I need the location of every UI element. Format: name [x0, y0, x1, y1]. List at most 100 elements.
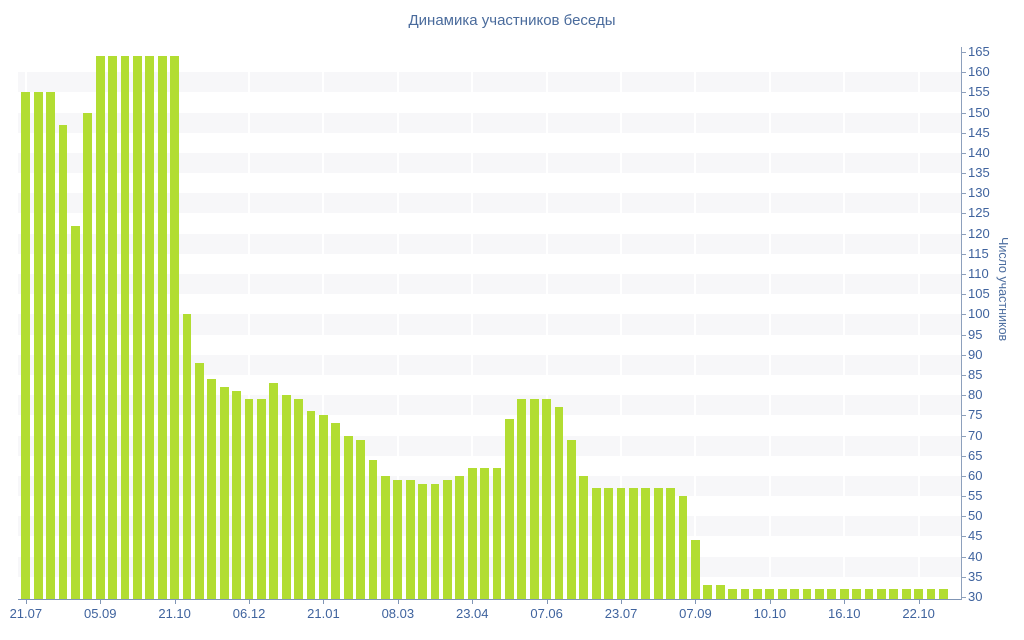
bar[interactable]	[777, 588, 787, 600]
bar[interactable]	[740, 588, 750, 600]
bar[interactable]	[901, 588, 911, 600]
bar[interactable]	[529, 399, 539, 600]
bar[interactable]	[691, 540, 700, 600]
bar[interactable]	[71, 225, 80, 600]
bar[interactable]	[864, 588, 874, 600]
bar[interactable]	[591, 487, 601, 600]
bar[interactable]	[641, 487, 651, 600]
bar[interactable]	[877, 588, 886, 600]
bar[interactable]	[306, 411, 316, 600]
bar[interactable]	[827, 588, 837, 600]
bar[interactable]	[120, 56, 130, 600]
bar[interactable]	[715, 584, 725, 600]
y-tick-mark	[961, 536, 966, 538]
bar[interactable]	[505, 419, 514, 600]
bar[interactable]	[21, 92, 31, 600]
bar[interactable]	[542, 399, 552, 600]
bar[interactable]	[517, 399, 527, 600]
bar[interactable]	[653, 487, 663, 600]
bar[interactable]	[790, 588, 800, 600]
x-tick-mark	[25, 600, 27, 604]
bar[interactable]	[145, 56, 155, 600]
x-tick-label: 07.09	[679, 606, 712, 621]
bar[interactable]	[207, 378, 217, 600]
x-tick-label: 05.09	[83, 606, 117, 621]
bar[interactable]	[108, 56, 118, 600]
bar[interactable]	[356, 439, 366, 600]
bar[interactable]	[554, 407, 564, 600]
bar[interactable]	[839, 588, 849, 600]
y-tick-label: 90	[968, 346, 983, 362]
bar[interactable]	[244, 399, 254, 600]
bar[interactable]	[939, 588, 948, 600]
y-tick-mark	[961, 496, 966, 498]
bar[interactable]	[443, 479, 452, 600]
bar[interactable]	[926, 588, 936, 600]
bar[interactable]	[765, 588, 775, 600]
x-tick-label: 21.01	[307, 606, 340, 621]
vertical-gridline	[545, 47, 548, 599]
y-tick-label: 55	[968, 488, 983, 504]
x-tick-label: 22.10	[902, 606, 935, 621]
bar[interactable]	[46, 92, 56, 600]
bar[interactable]	[58, 124, 68, 600]
bar[interactable]	[381, 475, 390, 600]
bar[interactable]	[666, 487, 676, 600]
bar[interactable]	[170, 56, 180, 600]
vertical-gridline	[843, 47, 846, 599]
bar[interactable]	[604, 487, 614, 600]
bar[interactable]	[95, 56, 105, 600]
bar[interactable]	[753, 588, 762, 600]
bar[interactable]	[467, 467, 477, 600]
y-tick-label: 40	[968, 548, 983, 564]
bar[interactable]	[157, 56, 167, 600]
bar[interactable]	[393, 479, 403, 600]
bar[interactable]	[703, 584, 713, 600]
grid-stripe	[18, 193, 962, 214]
y-tick-label: 165	[968, 44, 990, 59]
bar[interactable]	[405, 479, 415, 600]
bar[interactable]	[269, 383, 279, 600]
bar[interactable]	[492, 467, 502, 600]
bar[interactable]	[133, 56, 142, 600]
bar[interactable]	[281, 395, 291, 600]
bar[interactable]	[343, 435, 353, 600]
bar[interactable]	[219, 387, 229, 600]
bar[interactable]	[480, 467, 490, 600]
y-tick-label: 145	[968, 124, 990, 140]
grid-stripe	[18, 112, 962, 133]
y-tick-mark	[961, 395, 966, 397]
bar[interactable]	[678, 496, 688, 600]
y-tick-mark	[961, 314, 966, 316]
x-tick-label: 06.12	[232, 606, 266, 621]
bar[interactable]	[33, 92, 43, 600]
bar[interactable]	[567, 439, 576, 600]
bar[interactable]	[368, 459, 378, 600]
bar[interactable]	[455, 475, 465, 600]
x-tick-mark	[249, 600, 251, 604]
bar[interactable]	[728, 588, 738, 600]
bar[interactable]	[232, 391, 242, 600]
bar[interactable]	[852, 588, 862, 600]
bar[interactable]	[616, 487, 626, 600]
bar[interactable]	[579, 475, 589, 600]
bar[interactable]	[430, 483, 440, 600]
x-axis-line	[18, 599, 962, 600]
y-tick-label: 50	[968, 508, 983, 524]
bar[interactable]	[182, 314, 192, 600]
bar[interactable]	[331, 423, 341, 600]
x-tick-mark	[100, 600, 102, 604]
bar[interactable]	[257, 399, 266, 600]
bar[interactable]	[914, 588, 924, 600]
y-tick-mark	[961, 294, 966, 296]
bar[interactable]	[889, 588, 899, 600]
vertical-gridline	[322, 47, 325, 599]
bar[interactable]	[83, 112, 93, 600]
bar[interactable]	[629, 487, 638, 600]
bar[interactable]	[802, 588, 812, 600]
bar[interactable]	[815, 588, 824, 600]
bar[interactable]	[294, 399, 304, 600]
bar[interactable]	[195, 362, 204, 600]
bar[interactable]	[418, 483, 428, 600]
bar[interactable]	[319, 415, 328, 600]
